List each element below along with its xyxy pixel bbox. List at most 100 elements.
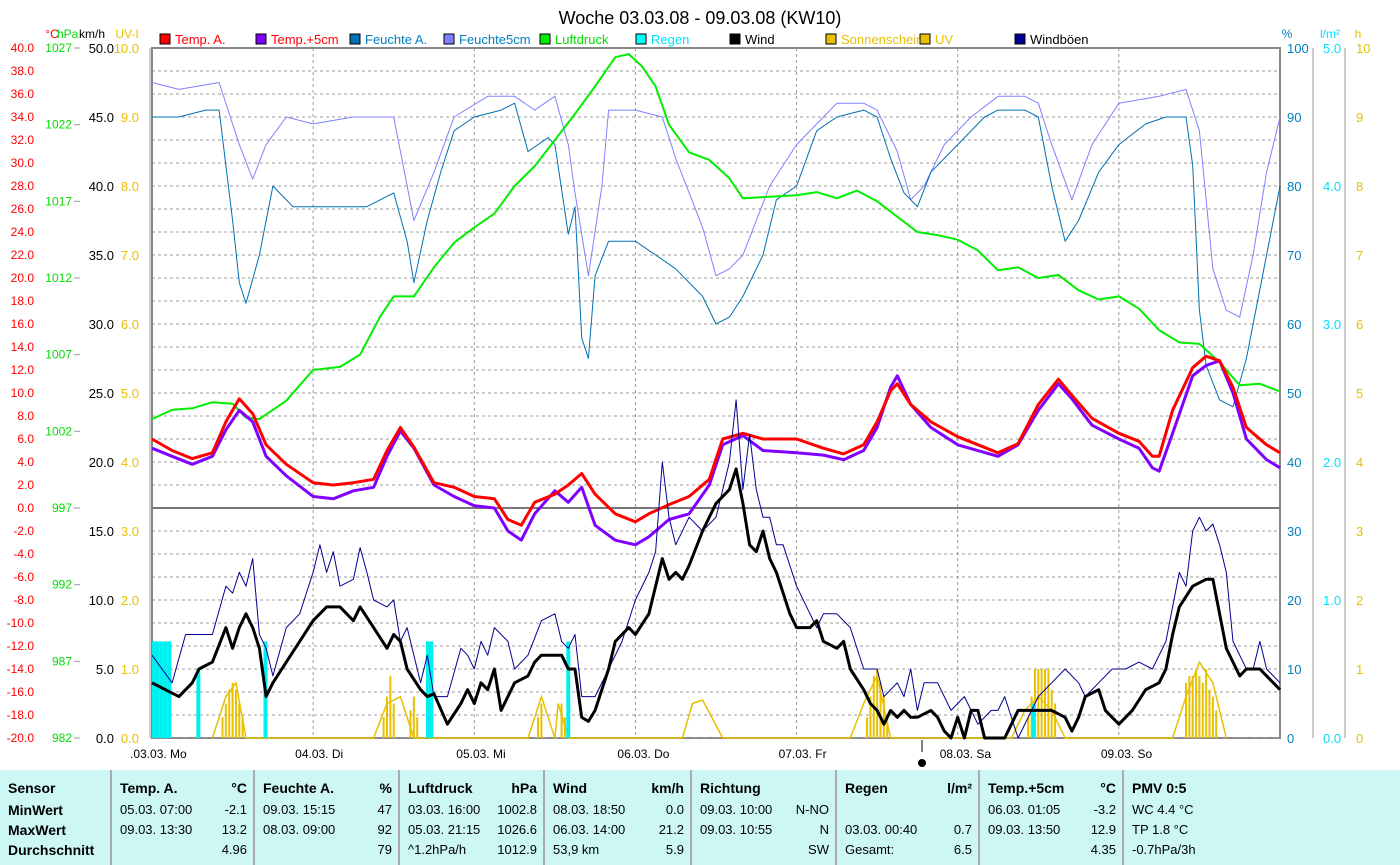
tick-label-temp: 8.0 bbox=[17, 409, 34, 423]
tick-label-temp: 24.0 bbox=[11, 225, 35, 239]
tick-label-temp: 36.0 bbox=[11, 87, 35, 101]
tick-label-rain: 0.0 bbox=[1323, 731, 1341, 746]
uv-line bbox=[211, 660, 1228, 739]
tick-label-sun: 8 bbox=[1356, 179, 1363, 194]
table-column: Richtung 09.03. 10:00 N-NO 09.03. 10:55 N SW bbox=[690, 770, 837, 865]
tick-label-pressure: 1017 bbox=[45, 194, 72, 208]
tick-label-wind: 50.0 bbox=[89, 41, 114, 56]
tick-label-temp: 34.0 bbox=[11, 110, 35, 124]
tick-label-temp: -4.0 bbox=[13, 547, 34, 561]
legend-swatch bbox=[443, 33, 455, 45]
tick-label-temp: 40.0 bbox=[11, 41, 35, 55]
tick-label-pressure: 997 bbox=[52, 501, 72, 515]
x-tick-label: 04.03. Di bbox=[295, 747, 343, 761]
table-column: Regen l/m² 03.03. 00:40 0.7 Gesamt: 6.5 bbox=[835, 770, 980, 865]
table-cell: Wind bbox=[553, 780, 588, 796]
table-cell: 0.7 bbox=[953, 822, 972, 837]
tick-label-temp: 20.0 bbox=[11, 271, 35, 285]
table-cell: 06.03. 14:00 bbox=[553, 822, 626, 837]
series-line-temp-a- bbox=[151, 354, 1281, 527]
rain-bar bbox=[1031, 703, 1036, 738]
rain-bar bbox=[566, 641, 571, 738]
tick-label-humidity: 20 bbox=[1287, 593, 1301, 608]
table-cell: 4.96 bbox=[221, 842, 247, 857]
table-cell: PMV 0:5 bbox=[1132, 780, 1187, 796]
tick-label-temp: 10.0 bbox=[11, 386, 35, 400]
legend-label: Regen bbox=[651, 32, 689, 47]
tick-label-sun: 2 bbox=[1356, 593, 1363, 608]
table-cell: °C bbox=[231, 780, 247, 796]
table-cell: 09.03. 15:15 bbox=[263, 802, 336, 817]
series-line-temp-5cm bbox=[151, 359, 1281, 547]
tick-label-humidity: 30 bbox=[1287, 524, 1301, 539]
series-line-feuchte5cm bbox=[151, 82, 1281, 318]
table-cell: 03.03. 16:00 bbox=[408, 802, 481, 817]
table-cell: 4.35 bbox=[1090, 842, 1116, 857]
table-cell: 05.03. 21:15 bbox=[408, 822, 481, 837]
table-cell: 1026.6 bbox=[497, 822, 537, 837]
tick-label-temp: 14.0 bbox=[11, 340, 35, 354]
table-cell: WC 4.4 °C bbox=[1132, 802, 1194, 817]
tick-label-sun: 10 bbox=[1356, 41, 1370, 56]
tick-label-wind: 40.0 bbox=[89, 179, 114, 194]
tick-label-temp: -16.0 bbox=[7, 685, 35, 699]
series-line-feuchte-a- bbox=[152, 102, 1281, 408]
legend-label: Wind bbox=[745, 32, 775, 47]
statistics-table: Sensor MinWert MaxWert Durchschnitt Temp. A.… bbox=[0, 770, 1400, 865]
tick-label-uv: 3.0 bbox=[121, 524, 139, 539]
tick-label-uv: 2.0 bbox=[121, 593, 139, 608]
tick-label-pressure: 987 bbox=[52, 654, 72, 668]
tick-label-temp: 6.0 bbox=[17, 432, 34, 446]
tick-label-humidity: 100 bbox=[1287, 41, 1309, 56]
tick-label-uv: 1.0 bbox=[121, 662, 139, 677]
table-cell: 21.2 bbox=[658, 822, 684, 837]
legend-swatch bbox=[729, 33, 741, 45]
tick-label-humidity: 10 bbox=[1287, 662, 1301, 677]
rain-bar bbox=[167, 641, 172, 738]
x-tick-label: 07.03. Fr bbox=[779, 747, 827, 761]
legend-swatch bbox=[1014, 33, 1026, 45]
table-column: Luftdruck hPa 03.03. 16:00 1002.8 05.03. 21:… bbox=[398, 770, 545, 865]
tick-label-temp: 0.0 bbox=[17, 501, 34, 515]
tick-label-uv: 0.0 bbox=[121, 731, 139, 746]
table-cell: 1012.9 bbox=[497, 842, 537, 857]
tick-label-humidity: 80 bbox=[1287, 179, 1301, 194]
legend-label: Windböen bbox=[1030, 32, 1089, 47]
axis-unit-wind: km/h bbox=[79, 27, 105, 41]
table-cell: 09.03. 13:30 bbox=[120, 822, 193, 837]
tick-label-temp: 26.0 bbox=[11, 202, 35, 216]
table-cell: Regen bbox=[845, 780, 888, 796]
legend-swatch bbox=[159, 33, 171, 45]
table-cell: hPa bbox=[511, 780, 537, 796]
table-cell: -3.2 bbox=[1093, 802, 1116, 817]
table-cell: 09.03. 13:50 bbox=[988, 822, 1061, 837]
table-cell: °C bbox=[1100, 780, 1116, 796]
tick-label-temp: -14.0 bbox=[7, 662, 35, 676]
table-cell: % bbox=[379, 780, 392, 796]
table-cell: 08.03. 18:50 bbox=[553, 802, 626, 817]
legend-label: Feuchte A. bbox=[365, 32, 427, 47]
tick-label-humidity: 40 bbox=[1287, 455, 1301, 470]
table-cell: Temp.+5cm bbox=[988, 780, 1065, 796]
tick-label-temp: 22.0 bbox=[11, 248, 35, 262]
tick-label-temp: -8.0 bbox=[13, 593, 34, 607]
tick-label-sun: 3 bbox=[1356, 524, 1363, 539]
table-cell: Richtung bbox=[700, 780, 761, 796]
rain-bar bbox=[159, 641, 164, 738]
tick-label-pressure: 1022 bbox=[45, 118, 72, 132]
x-tick-label: 08.03. Sa bbox=[940, 747, 992, 761]
rain-bar bbox=[155, 641, 160, 738]
table-column: Sensor MinWert MaxWert Durchschnitt bbox=[0, 770, 110, 865]
tick-label-temp: -18.0 bbox=[7, 708, 35, 722]
tick-label-temp: 4.0 bbox=[17, 455, 34, 469]
tick-label-temp: 16.0 bbox=[11, 317, 35, 331]
table-cell: km/h bbox=[651, 780, 684, 796]
chart-title: Woche 03.03.08 - 09.03.08 (KW10) bbox=[559, 8, 842, 28]
table-cell: l/m² bbox=[947, 780, 972, 796]
table-column: Temp.+5cm °C 06.03. 01:05 -3.2 09.03. 13:50 1… bbox=[978, 770, 1124, 865]
legend-label: Feuchte5cm bbox=[459, 32, 531, 47]
tick-label-temp: -12.0 bbox=[7, 639, 35, 653]
tick-label-sun: 6 bbox=[1356, 317, 1363, 332]
tick-label-wind: 5.0 bbox=[96, 662, 114, 677]
tick-label-temp: 28.0 bbox=[11, 179, 35, 193]
